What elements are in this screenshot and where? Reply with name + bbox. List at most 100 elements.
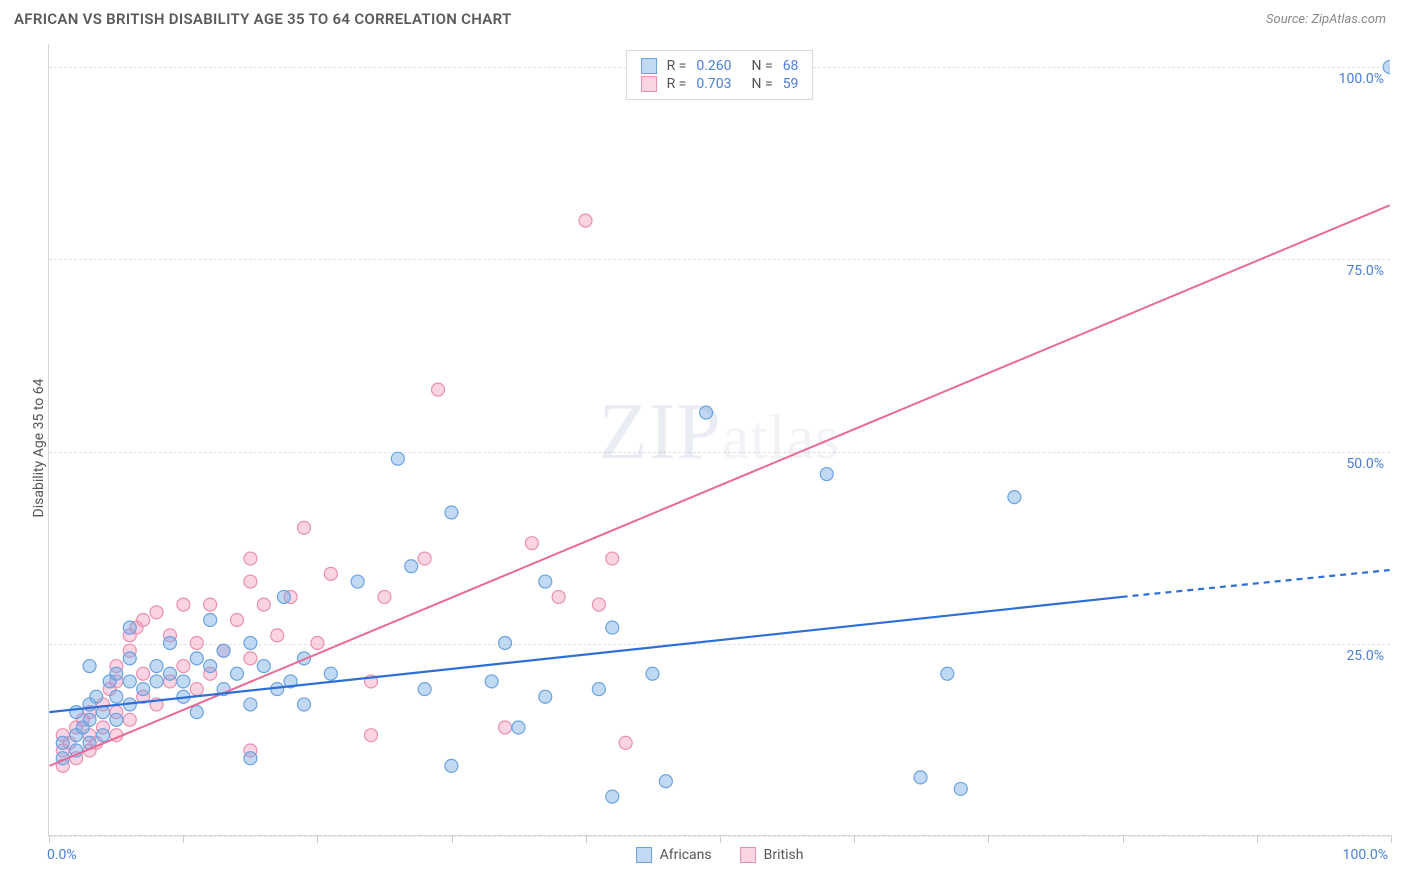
correlation-legend: R = 0.260 N = 68 R = 0.703 N = 59 <box>626 50 814 100</box>
data-point <box>163 637 176 650</box>
data-point <box>204 598 217 611</box>
legend-n-label: N = <box>752 58 773 74</box>
data-point <box>217 644 230 657</box>
data-point <box>539 575 552 588</box>
data-point <box>1008 491 1021 504</box>
legend-n-british: 59 <box>783 76 799 92</box>
data-point <box>432 383 445 396</box>
legend-swatch-british <box>740 847 756 863</box>
data-point <box>659 775 672 788</box>
data-point <box>70 706 83 719</box>
legend-r-label: R = <box>667 76 687 92</box>
legend-r-label: R = <box>667 58 687 74</box>
data-point <box>177 598 190 611</box>
data-point <box>83 713 96 726</box>
data-point <box>311 637 324 650</box>
x-tick <box>1123 835 1124 843</box>
data-point <box>204 613 217 626</box>
legend-item-africans: Africans <box>636 847 712 863</box>
data-point <box>405 560 418 573</box>
data-point <box>592 598 605 611</box>
x-tick <box>1257 835 1258 843</box>
data-point <box>150 660 163 673</box>
data-point <box>110 667 123 680</box>
source-prefix: Source: <box>1266 12 1311 27</box>
data-point <box>190 652 203 665</box>
data-point <box>123 621 136 634</box>
data-point <box>445 759 458 772</box>
data-point <box>418 683 431 696</box>
data-point <box>606 790 619 803</box>
data-point <box>619 736 632 749</box>
y-axis-label: Disability Age 35 to 64 <box>31 198 47 698</box>
data-point <box>499 721 512 734</box>
data-point <box>579 214 592 227</box>
data-point <box>324 567 337 580</box>
data-point <box>56 736 69 749</box>
x-max-label: 100.0% <box>1343 847 1388 863</box>
data-point <box>914 771 927 784</box>
data-point <box>230 613 243 626</box>
data-point <box>110 690 123 703</box>
data-point <box>177 660 190 673</box>
data-point <box>150 606 163 619</box>
data-point <box>499 637 512 650</box>
x-tick <box>586 835 587 843</box>
x-tick <box>49 835 50 843</box>
data-point <box>820 468 833 481</box>
data-point <box>163 667 176 680</box>
source-name: ZipAtlas.com <box>1311 12 1386 27</box>
legend-n-label: N = <box>752 76 773 92</box>
legend-row-british: R = 0.703 N = 59 <box>641 76 799 92</box>
data-point <box>700 406 713 419</box>
data-point <box>123 652 136 665</box>
data-point <box>592 683 605 696</box>
data-point <box>244 575 257 588</box>
data-point <box>244 552 257 565</box>
legend-n-africans: 68 <box>783 58 799 74</box>
trend-line <box>1122 570 1390 597</box>
data-point <box>244 752 257 765</box>
data-point <box>512 721 525 734</box>
data-point <box>941 667 954 680</box>
legend-r-africans: 0.260 <box>696 58 731 74</box>
data-point <box>244 698 257 711</box>
data-point <box>137 613 150 626</box>
data-point <box>298 521 311 534</box>
data-point <box>257 598 270 611</box>
data-point <box>244 652 257 665</box>
data-point <box>83 660 96 673</box>
data-point <box>365 729 378 742</box>
data-point <box>298 698 311 711</box>
origin-label: 0.0% <box>47 847 77 863</box>
data-point <box>257 660 270 673</box>
data-point <box>277 590 290 603</box>
data-point <box>1383 61 1390 74</box>
x-tick <box>183 835 184 843</box>
source-attribution: Source: ZipAtlas.com <box>1266 12 1386 27</box>
data-point <box>324 667 337 680</box>
legend-row-africans: R = 0.260 N = 68 <box>641 58 799 74</box>
data-point <box>123 713 136 726</box>
data-point <box>190 706 203 719</box>
data-point <box>445 506 458 519</box>
data-point <box>96 729 109 742</box>
legend-label-africans: Africans <box>660 847 712 863</box>
data-point <box>190 637 203 650</box>
x-tick <box>317 835 318 843</box>
data-point <box>137 667 150 680</box>
legend-swatch-africans <box>636 847 652 863</box>
data-point <box>123 675 136 688</box>
data-point <box>150 675 163 688</box>
data-point <box>525 537 538 550</box>
data-point <box>606 621 619 634</box>
data-point <box>190 683 203 696</box>
data-point <box>137 683 150 696</box>
data-point <box>230 667 243 680</box>
legend-r-british: 0.703 <box>696 76 731 92</box>
x-tick <box>854 835 855 843</box>
data-point <box>271 629 284 642</box>
data-point <box>485 675 498 688</box>
correlation-scatter-chart: Disability Age 35 to 64 ZIPatlas 25.0%50… <box>48 44 1390 836</box>
data-point <box>646 667 659 680</box>
